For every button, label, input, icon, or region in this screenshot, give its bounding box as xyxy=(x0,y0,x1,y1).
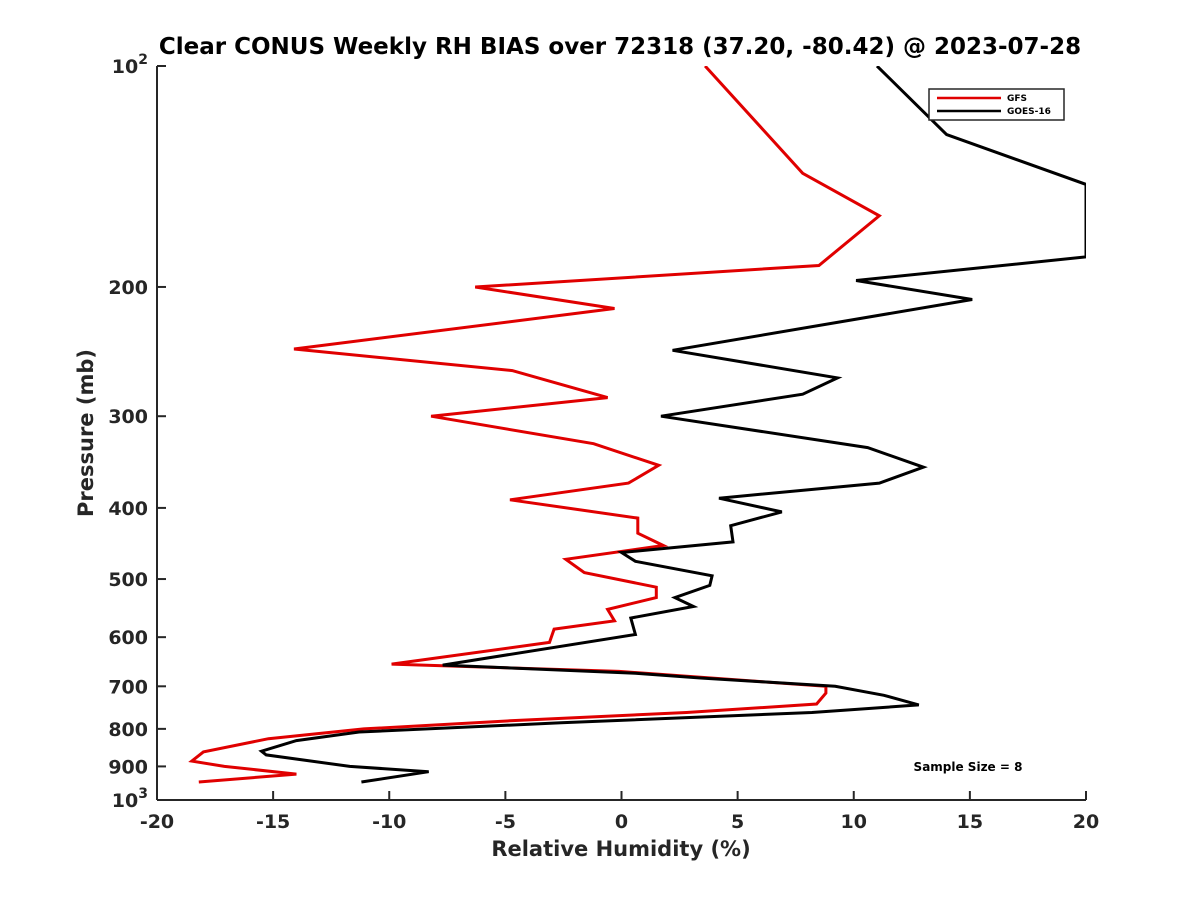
x-tick-label: -5 xyxy=(495,811,516,833)
x-axis-ticks: -20 -15 -10 -5 0 5 10 15 20 xyxy=(140,791,1099,833)
x-tick-label: -20 xyxy=(140,811,174,833)
chart-title: Clear CONUS Weekly RH BIAS over 72318 (3… xyxy=(159,34,1081,60)
legend: GFS GOES-16 xyxy=(928,88,1065,121)
x-tick-label: 15 xyxy=(957,811,983,833)
x-tick-label: -10 xyxy=(372,811,406,833)
x-tick-label: -15 xyxy=(256,811,290,833)
y-axis-label: Pressure (mb) xyxy=(74,349,98,517)
series-layer xyxy=(188,66,1086,784)
plot-area xyxy=(156,66,1086,801)
x-tick-label: 10 xyxy=(841,811,867,833)
x-axis-label: Relative Humidity (%) xyxy=(491,837,750,861)
legend-box xyxy=(928,88,1065,121)
y-tick-label: 600 xyxy=(108,627,148,649)
series-line-gfs xyxy=(188,66,882,784)
legend-label-gfs: GFS xyxy=(1007,94,1027,104)
x-tick-label: 0 xyxy=(615,811,628,833)
y-axis-ticks: 102 200 300 400 500 600 700 800 900 103 xyxy=(108,52,166,812)
y-tick-label: 300 xyxy=(108,406,148,428)
series-line-goes-16 xyxy=(258,66,1086,784)
y-tick-label: 800 xyxy=(108,719,148,741)
x-tick-label: 5 xyxy=(731,811,744,833)
y-tick-label: 500 xyxy=(108,569,148,591)
y-tick-label: 900 xyxy=(108,756,148,778)
y-tick-label: 102 xyxy=(112,52,148,78)
sample-size-annotation: Sample Size = 8 xyxy=(914,760,1023,774)
y-tick-label: 200 xyxy=(108,277,148,299)
y-tick-label: 700 xyxy=(108,676,148,698)
x-tick-label: 20 xyxy=(1073,811,1099,833)
legend-label-goes-16: GOES-16 xyxy=(1007,107,1051,117)
y-tick-label: 400 xyxy=(108,498,148,520)
y-tick-label: 103 xyxy=(112,786,148,812)
